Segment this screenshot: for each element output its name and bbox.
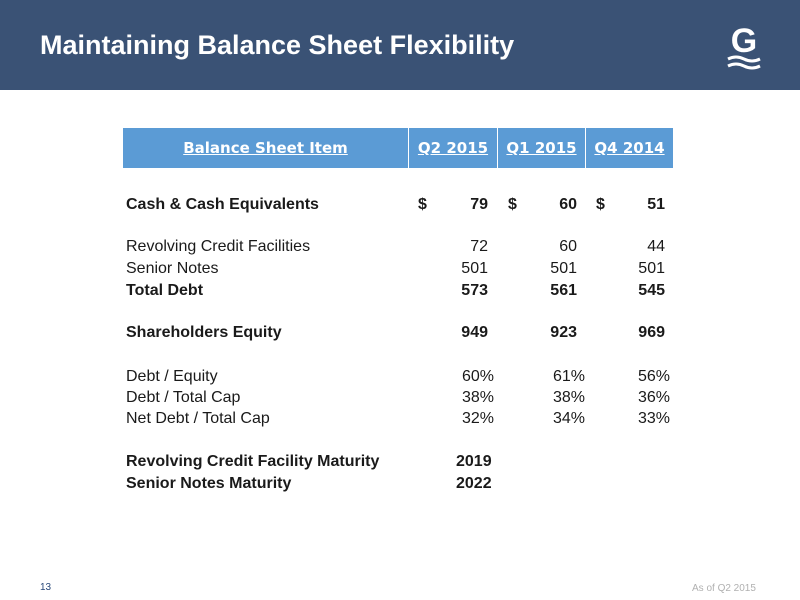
g-logo-icon: G	[727, 22, 761, 70]
cell-q1-2015: 561	[550, 282, 577, 299]
cell-q1-2015: 34%	[552, 410, 585, 427]
table-row-senior-notes: Senior Notes 501 501 501	[0, 260, 800, 280]
cell-q2-2015: 949	[461, 324, 488, 341]
row-label: Revolving Credit Facilities	[126, 238, 311, 255]
row-label: Senior Notes Maturity	[126, 475, 292, 492]
row-label: Cash & Cash Equivalents	[126, 196, 319, 213]
cell-q1-2015: 501	[550, 260, 577, 277]
cell-q2-2015: 60%	[461, 368, 494, 385]
table-row-total-debt: Total Debt 573 561 545	[0, 282, 800, 302]
cell-q4-2014: 545	[638, 282, 665, 299]
row-label: Shareholders Equity	[126, 324, 282, 341]
table-row-revolver-maturity: Revolving Credit Facility Maturity 2019	[0, 453, 800, 473]
table-header: Balance Sheet Item Q2 2015 Q1 2015 Q4 20…	[123, 128, 673, 168]
table-row-debt-equity: Debt / Equity 60% 61% 56%	[0, 368, 800, 388]
cell-q4-2014: 56%	[637, 368, 670, 385]
row-label: Senior Notes	[126, 260, 219, 277]
header-q2-2015: Q2 2015	[417, 139, 489, 157]
as-of-note: As of Q2 2015	[692, 583, 756, 594]
cell-q1-2015: 60	[559, 238, 577, 255]
cell-q2-2015: 79	[470, 196, 488, 213]
header-q1-2015: Q1 2015	[506, 139, 577, 157]
cell-maturity-year: 2019	[456, 453, 492, 470]
cell-q4-2014: 33%	[637, 410, 670, 427]
header-balance-sheet-item: Balance Sheet Item	[183, 139, 348, 157]
svg-text:G: G	[731, 22, 757, 60]
row-label: Debt / Total Cap	[126, 389, 241, 406]
cell-q1-2015: 38%	[552, 389, 585, 406]
row-label: Net Debt / Total Cap	[126, 410, 270, 427]
page-number: 13	[40, 582, 52, 593]
header-divider	[585, 128, 586, 168]
currency-symbol: $	[596, 196, 605, 213]
cell-q1-2015: 923	[550, 324, 577, 341]
slide-header: Maintaining Balance Sheet Flexibility G	[0, 0, 800, 90]
cell-q4-2014: 51	[647, 196, 665, 213]
cell-q4-2014: 501	[638, 260, 665, 277]
slide-title: Maintaining Balance Sheet Flexibility	[40, 30, 515, 60]
currency-symbol: $	[508, 196, 517, 213]
table-row-shareholders-equity: Shareholders Equity 949 923 969	[0, 324, 800, 344]
row-label: Debt / Equity	[126, 368, 218, 385]
cell-q1-2015: 60	[559, 196, 577, 213]
cell-q4-2014: 36%	[637, 389, 670, 406]
cell-q2-2015: 38%	[461, 389, 494, 406]
table-row-debt-total-cap: Debt / Total Cap 38% 38% 36%	[0, 389, 800, 409]
header-divider	[497, 128, 498, 168]
header-q4-2014: Q4 2014	[594, 139, 665, 157]
cell-q4-2014: 969	[638, 324, 665, 341]
row-label: Revolving Credit Facility Maturity	[126, 453, 380, 470]
cell-q2-2015: 72	[470, 238, 488, 255]
cell-q1-2015: 61%	[552, 368, 585, 385]
row-label: Total Debt	[126, 282, 204, 299]
cell-maturity-year: 2022	[456, 475, 492, 492]
table-row-notes-maturity: Senior Notes Maturity 2022	[0, 475, 800, 495]
table-row-net-debt-total-cap: Net Debt / Total Cap 32% 34% 33%	[0, 410, 800, 430]
table-row-revolving-credit: Revolving Credit Facilities 72 60 44	[0, 238, 800, 258]
cell-q4-2014: 44	[647, 238, 665, 255]
cell-q2-2015: 573	[461, 282, 488, 299]
header-divider	[408, 128, 409, 168]
currency-symbol: $	[418, 196, 427, 213]
cell-q2-2015: 501	[461, 260, 488, 277]
table-row-cash: Cash & Cash Equivalents $ 79 $ 60 $ 51	[0, 196, 800, 216]
cell-q2-2015: 32%	[461, 410, 494, 427]
